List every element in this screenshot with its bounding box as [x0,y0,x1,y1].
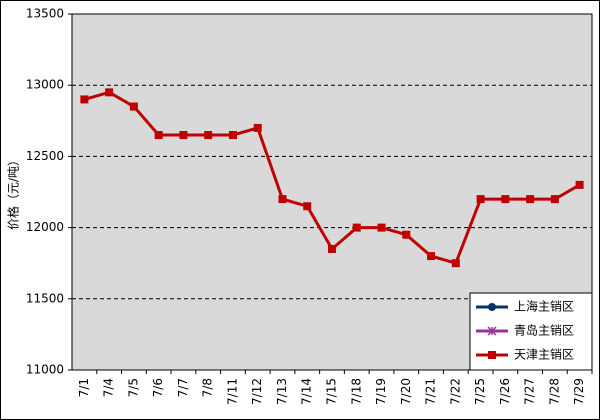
point [179,131,188,140]
legend-label: 天津主销区 [514,348,574,362]
y-tick-label: 11500 [26,291,64,305]
x-tick-label: 7/8 [201,378,215,397]
point [228,131,237,140]
x-tick-label: 7/11 [225,378,239,405]
x-tick-label: 7/12 [250,378,264,405]
x-tick-label: 7/27 [523,378,537,405]
y-tick-label: 11000 [26,363,64,377]
point [526,195,535,204]
point [129,102,138,111]
point [488,303,496,311]
point [575,180,584,189]
x-tick-label: 7/18 [349,378,363,405]
y-tick-label: 13000 [26,78,64,92]
x-tick-label: 7/5 [126,378,140,397]
point [402,230,411,239]
x-tick-label: 7/15 [325,378,339,405]
point [328,244,336,253]
x-tick-label: 7/1 [77,378,91,397]
x-tick-label: 7/25 [473,378,487,405]
x-tick-label: 7/14 [300,378,314,405]
point [487,326,497,336]
x-tick-label: 7/21 [424,378,438,405]
point [80,95,89,104]
x-tick-label: 7/28 [547,378,561,405]
x-tick-label: 7/19 [374,378,388,405]
x-tick-label: 7/20 [399,378,413,405]
x-tick-label: 7/22 [448,378,462,405]
x-tick-label: 7/4 [102,378,116,397]
point [476,195,485,204]
x-tick-label: 7/26 [498,378,512,405]
x-tick-label: 7/6 [151,378,165,397]
legend-label: 上海主销区 [514,299,574,314]
point [303,202,312,211]
y-tick-label: 13500 [26,7,64,21]
point [550,195,559,204]
x-tick-label: 7/29 [572,378,586,405]
point [352,223,361,232]
point [377,223,386,232]
y-axis-label: 价格（元/吨） [6,154,21,230]
x-tick-label: 7/13 [275,378,289,405]
point [278,195,287,204]
point [501,195,510,204]
point [488,351,496,359]
legend-label: 青岛主销区 [514,323,574,338]
point [105,88,114,97]
point [451,259,460,268]
y-tick-label: 12000 [26,220,64,234]
point [253,123,262,132]
x-tick-label: 7/7 [176,378,190,397]
point [427,252,436,261]
y-tick-label: 12500 [26,149,64,163]
point [204,131,213,140]
point [154,131,163,140]
